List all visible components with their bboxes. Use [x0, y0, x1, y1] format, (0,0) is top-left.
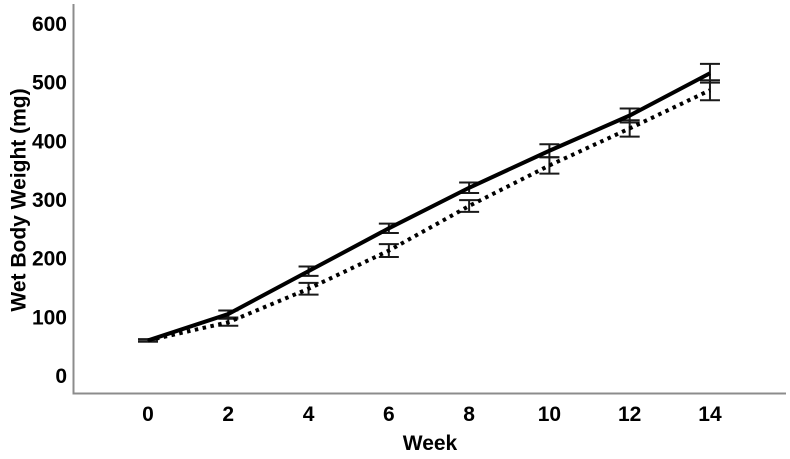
x-tick-label: 8: [463, 403, 475, 426]
x-tick-label: 12: [618, 403, 641, 426]
y-tick-label: 200: [32, 248, 67, 271]
y-tick-label: 0: [55, 365, 67, 388]
x-axis-title: Week: [402, 432, 458, 455]
y-tick-label: 600: [32, 13, 67, 36]
x-tick-label: 0: [142, 403, 154, 426]
dotted-line-series: [147, 88, 711, 343]
x-tick-label: 2: [222, 403, 234, 426]
solid-line-series: [147, 71, 711, 343]
x-tick-label: 10: [538, 403, 561, 426]
y-tick-label: 500: [32, 72, 67, 95]
y-tick-label: 300: [32, 189, 67, 212]
y-tick-label: 100: [32, 306, 67, 329]
x-tick-label: 4: [303, 403, 315, 426]
y-tick-label: 400: [32, 130, 67, 153]
y-axis-title: Wet Body Weight (mg): [7, 88, 31, 312]
x-tick-label: 6: [383, 403, 395, 426]
x-tick-label: 14: [698, 403, 722, 426]
